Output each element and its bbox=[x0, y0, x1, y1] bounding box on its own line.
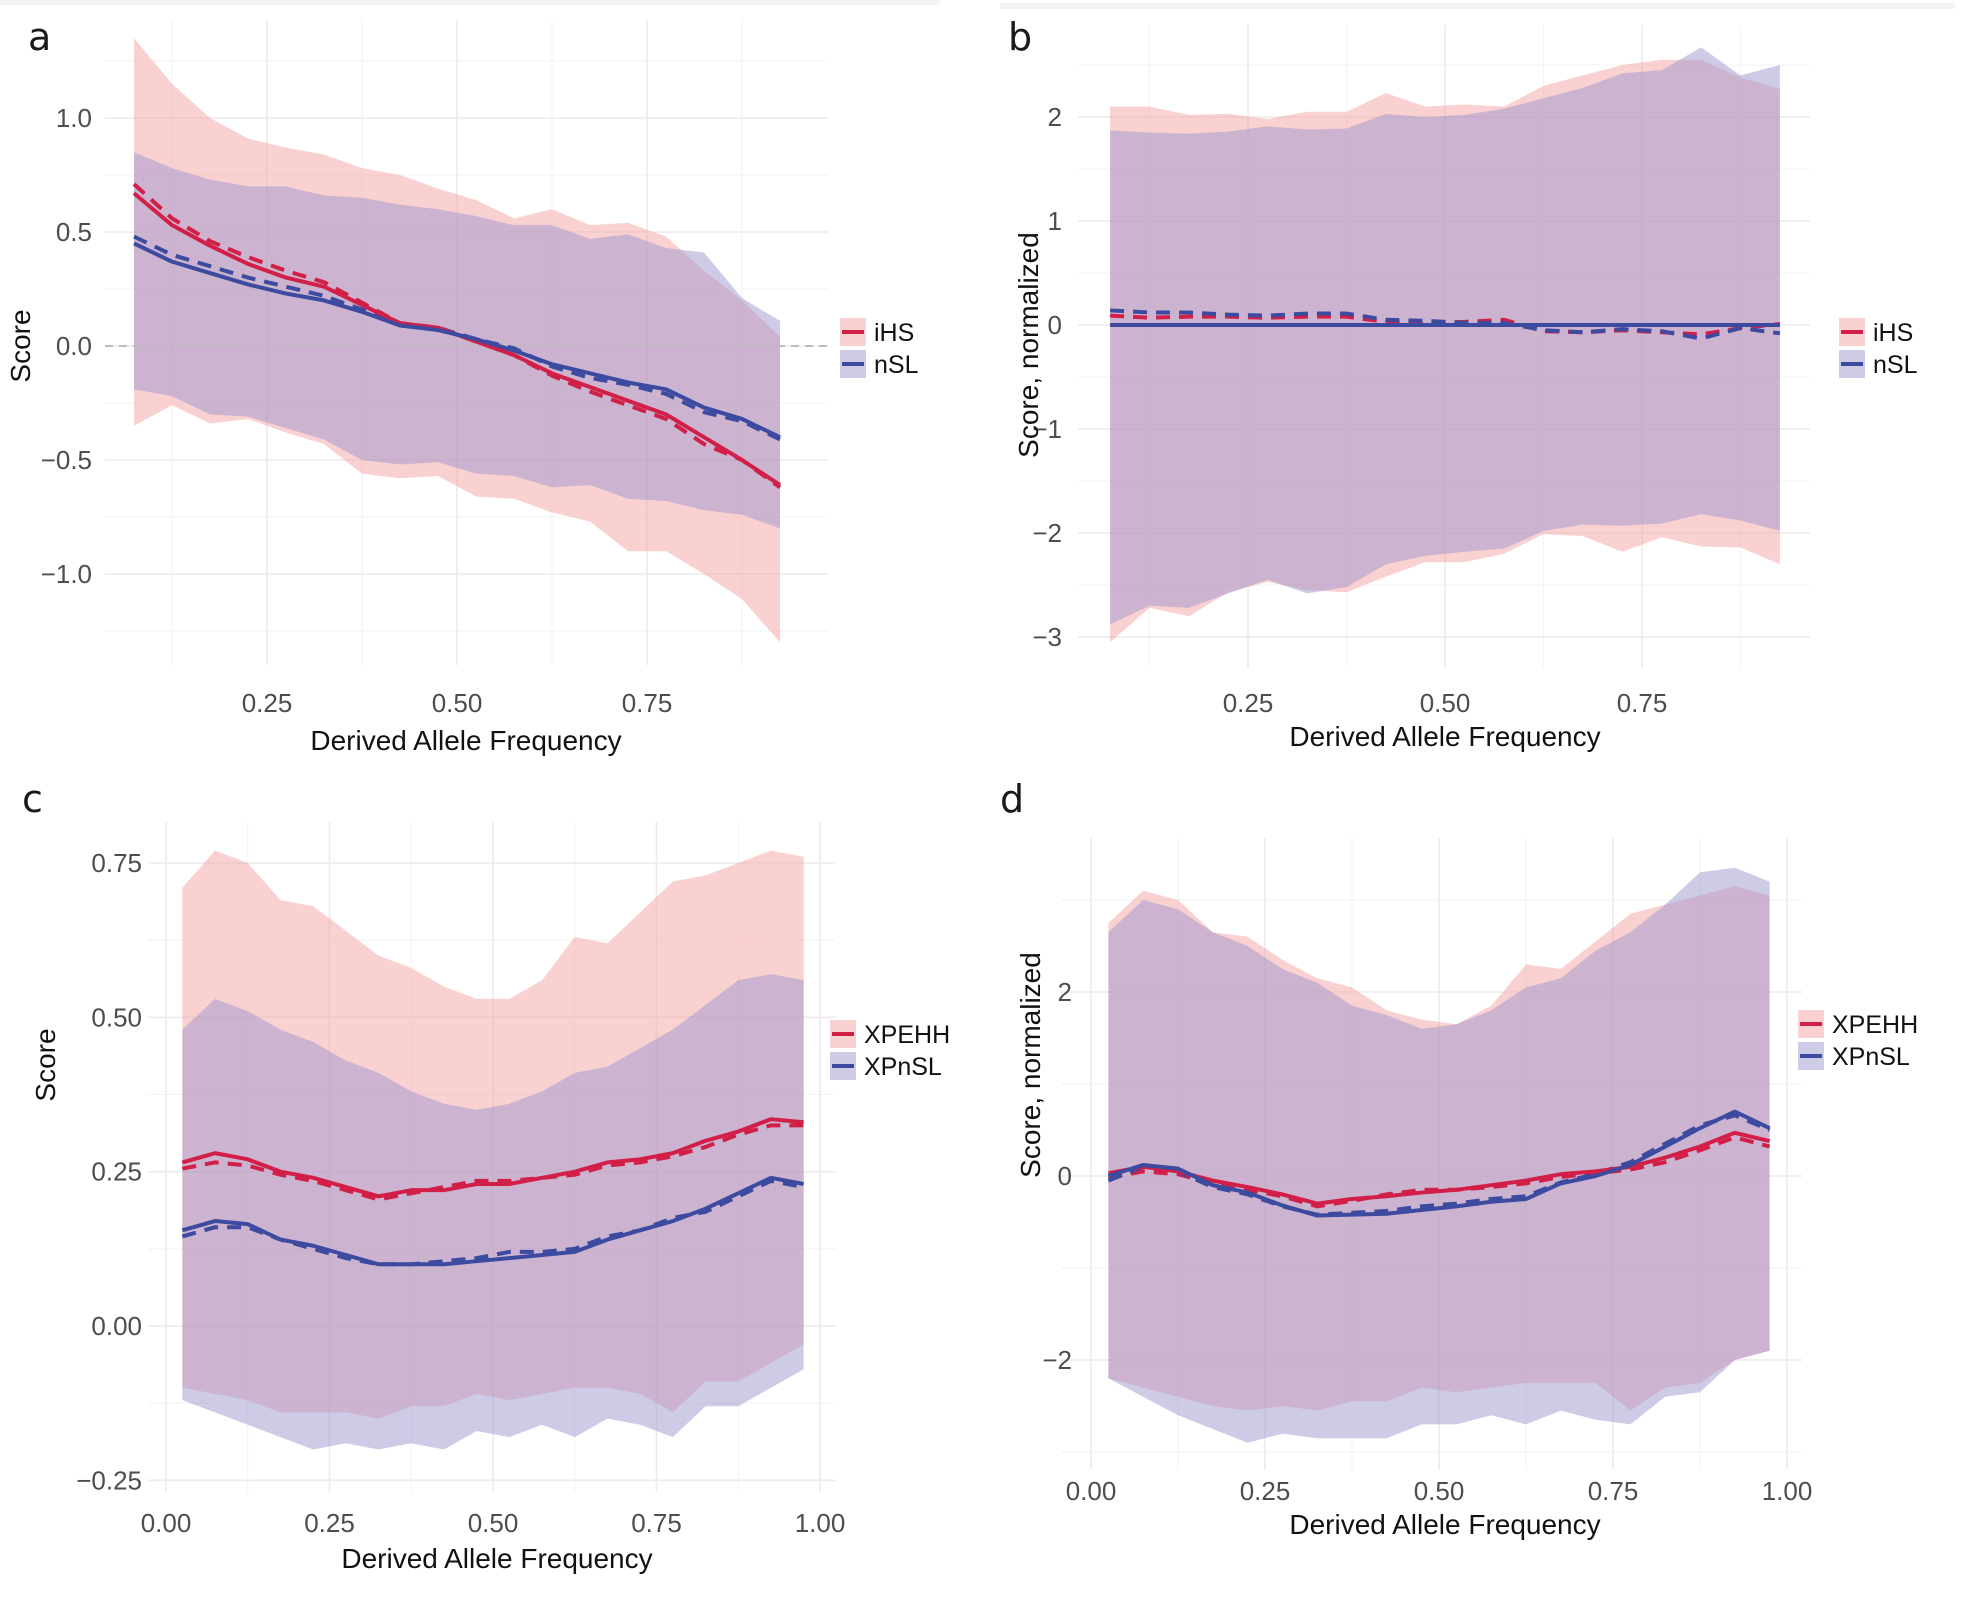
x-axis-title: Derived Allele Frequency bbox=[341, 1543, 652, 1574]
line-solid-nsl bbox=[133, 241, 781, 440]
x-tick-label: 0.75 bbox=[1617, 688, 1668, 718]
panel-letter-d: d bbox=[1000, 777, 1024, 821]
x-tick-label: 0.25 bbox=[242, 688, 293, 718]
legend-item-xpnsl: XPnSL bbox=[1798, 1042, 1910, 1071]
legend-item-ihs: iHS bbox=[1839, 318, 1913, 347]
y-axis-title: Score, normalized bbox=[1015, 952, 1046, 1178]
y-tick-label: 0.75 bbox=[91, 848, 142, 878]
legend-item-nsl: nSL bbox=[1839, 350, 1918, 379]
y-tick-label: 0 bbox=[1058, 1161, 1072, 1191]
legend-item-xpnsl: XPnSL bbox=[830, 1052, 942, 1081]
x-tick-label: 0.50 bbox=[432, 688, 483, 718]
y-tick-label: −1 bbox=[1032, 414, 1062, 444]
x-tick-label: 0.75 bbox=[622, 688, 673, 718]
legend-item-nsl: nSL bbox=[840, 350, 919, 379]
x-tick-label: 1.00 bbox=[795, 1508, 846, 1538]
y-tick-label: 0.25 bbox=[91, 1157, 142, 1187]
legend-label: nSL bbox=[1873, 351, 1918, 379]
x-tick-label: 0.50 bbox=[468, 1508, 519, 1538]
x-tick-label: 0.00 bbox=[1066, 1476, 1117, 1506]
y-tick-label: 0.5 bbox=[56, 217, 92, 247]
line-solid-xpnsl bbox=[1107, 1109, 1771, 1218]
ribbon-xpnsl bbox=[182, 974, 804, 1450]
y-tick-label: 0.50 bbox=[91, 1002, 142, 1032]
x-tick-label: 0.25 bbox=[304, 1508, 355, 1538]
y-tick-label: −0.5 bbox=[41, 445, 92, 475]
legend-label: XPnSL bbox=[1832, 1043, 1910, 1071]
line-solid-xpehh bbox=[181, 1117, 804, 1199]
legend-label: XPEHH bbox=[864, 1021, 950, 1049]
y-axis-title: Score, normalized bbox=[1013, 232, 1044, 458]
panel-b: 0.25 0.50 0.75 −3 −2 −1 0 1 2 Derived Allele Freq… bbox=[1013, 25, 1918, 752]
panel-c: 0.00 0.25 0.50 0.75 1.00 −0.25 0.00 0.25 0.50 0.7… bbox=[30, 822, 950, 1574]
y-tick-label: −2 bbox=[1042, 1345, 1072, 1375]
legend-item-xpehh: XPEHH bbox=[830, 1020, 950, 1049]
y-tick-label: 0.00 bbox=[91, 1311, 142, 1341]
y-tick-label: 1 bbox=[1048, 206, 1062, 236]
y-tick-label: 0.0 bbox=[56, 331, 92, 361]
x-tick-label: 1.00 bbox=[1762, 1476, 1813, 1506]
x-tick-label: 0.75 bbox=[631, 1508, 682, 1538]
legend-label: nSL bbox=[874, 351, 919, 379]
y-axis-title: Score bbox=[5, 309, 36, 382]
x-tick-label: 0.50 bbox=[1420, 688, 1471, 718]
y-axis-title: Score bbox=[30, 1028, 61, 1101]
panel-a: 0.25 0.50 0.75 −1.0 −0.5 0.0 0.5 1.0 Derived All… bbox=[5, 20, 919, 756]
line-dashed-xpehh bbox=[1108, 1135, 1771, 1209]
y-tick-label: −0.25 bbox=[76, 1465, 142, 1495]
line-dashed-xpehh bbox=[181, 1123, 804, 1202]
legend-label: XPEHH bbox=[1832, 1011, 1918, 1039]
line-solid-xpnsl bbox=[181, 1175, 805, 1267]
line-solid-xpehh bbox=[1108, 1130, 1771, 1206]
line-dashed-nsl bbox=[1109, 308, 1781, 341]
y-tick-label: 1.0 bbox=[56, 103, 92, 133]
ribbon-xpnsl bbox=[1108, 867, 1770, 1443]
y-tick-label: 2 bbox=[1048, 102, 1062, 132]
ribbon-nsl bbox=[134, 152, 780, 529]
panel-letter-c: c bbox=[22, 777, 43, 821]
legend-label: iHS bbox=[1873, 319, 1913, 347]
legend-item-xpehh: XPEHH bbox=[1798, 1010, 1918, 1039]
panel-letter-b: b bbox=[1008, 15, 1032, 59]
panel-letter-a: a bbox=[28, 15, 51, 59]
x-tick-label: 0.75 bbox=[1588, 1476, 1639, 1506]
x-axis-title: Derived Allele Frequency bbox=[1289, 1509, 1600, 1540]
x-tick-label: 0.00 bbox=[141, 1508, 192, 1538]
x-axis-title: Derived Allele Frequency bbox=[1289, 721, 1600, 752]
x-tick-label: 0.50 bbox=[1414, 1476, 1465, 1506]
y-tick-label: 0 bbox=[1048, 310, 1062, 340]
legend-item-ihs: iHS bbox=[840, 318, 914, 347]
y-tick-label: −3 bbox=[1032, 622, 1062, 652]
x-tick-label: 0.25 bbox=[1223, 688, 1274, 718]
y-tick-label: −1.0 bbox=[41, 559, 92, 589]
legend-label: XPnSL bbox=[864, 1053, 942, 1081]
ribbon-nsl bbox=[1110, 47, 1780, 625]
legend-label: iHS bbox=[874, 319, 914, 347]
y-tick-label: −2 bbox=[1032, 518, 1062, 548]
x-axis-title: Derived Allele Frequency bbox=[310, 725, 621, 756]
y-tick-label: 2 bbox=[1058, 977, 1072, 1007]
line-dashed-nsl bbox=[133, 234, 781, 442]
x-tick-label: 0.25 bbox=[1240, 1476, 1291, 1506]
panel-d: 0.00 0.25 0.50 0.75 1.00 −2 0 2 Derived Allele F… bbox=[1015, 838, 1918, 1540]
